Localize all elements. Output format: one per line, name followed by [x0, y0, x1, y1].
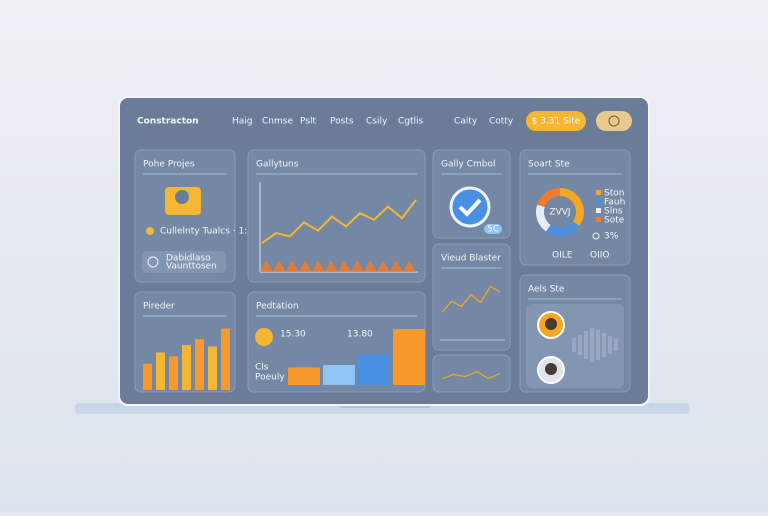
legend-swatch — [596, 217, 601, 222]
profile-icon — [608, 115, 620, 127]
label: Soart Ste — [528, 160, 570, 170]
badge — [484, 224, 502, 234]
line-series — [441, 370, 501, 380]
label: 15.30 — [280, 330, 306, 340]
donut-segment — [537, 188, 561, 208]
avatar-face — [545, 363, 557, 375]
button-label[interactable]: $ 3.31 Site — [532, 117, 581, 127]
label: Fauh — [604, 198, 625, 208]
label: OIIO — [590, 251, 609, 261]
bar — [195, 339, 204, 390]
line-series — [441, 285, 501, 313]
label: Gally Cmbol — [441, 160, 495, 170]
label: 3% — [604, 232, 619, 242]
label: Vaunttosen — [166, 262, 217, 272]
stat-icon — [255, 328, 273, 346]
card — [519, 149, 631, 266]
nav-link[interactable]: Cotty — [489, 117, 514, 127]
label: Pireder — [143, 302, 175, 312]
card — [432, 243, 511, 351]
check — [458, 198, 482, 217]
nav-link[interactable]: Cgtlis — [398, 117, 424, 127]
avatar-face — [545, 318, 557, 330]
bar — [208, 346, 217, 390]
label: Dabidlaso — [166, 254, 211, 264]
nav-link[interactable]: Haig — [232, 117, 253, 127]
donut-segment — [545, 221, 580, 236]
nav-link[interactable]: Caity — [454, 117, 478, 127]
bar — [221, 328, 230, 390]
legend-swatch — [596, 208, 601, 213]
deco-bar — [590, 328, 594, 362]
icon-dot — [175, 190, 189, 204]
status-dot — [146, 227, 154, 235]
label: Ston — [604, 189, 624, 199]
deco-bar — [584, 331, 588, 359]
bar — [169, 356, 178, 390]
profile-button[interactable] — [596, 111, 632, 131]
legend-swatch — [596, 199, 601, 204]
label: Pedtation — [256, 302, 299, 312]
item-icon — [147, 256, 159, 268]
nav-link[interactable]: Pslt — [300, 117, 316, 127]
label: Gallytuns — [256, 160, 299, 170]
label: Slns — [604, 207, 623, 217]
donut-segment — [536, 204, 551, 232]
donut-segment — [559, 188, 584, 227]
button[interactable] — [526, 111, 586, 131]
card — [134, 149, 236, 283]
label: 13.80 — [347, 330, 373, 340]
label: Cullelnty Tualcs · 1:00 20 — [160, 227, 273, 237]
bar — [358, 354, 390, 385]
dashboard: Constracton Haig Cnmse Pslt Posts Csily Cgtlis… — [134, 111, 632, 393]
label: Pohe Projes — [143, 160, 195, 170]
bar — [156, 352, 165, 390]
bar — [143, 363, 152, 390]
bar — [288, 367, 320, 385]
area-wave — [260, 260, 416, 272]
label: Poeuly — [255, 373, 285, 383]
bar — [182, 345, 191, 390]
line-series — [261, 199, 417, 244]
label: Aels Ste — [528, 285, 565, 295]
card — [247, 149, 426, 283]
check-circle — [449, 186, 491, 228]
label: 5C — [487, 225, 499, 235]
pct-icon — [592, 232, 600, 240]
bar — [323, 365, 355, 385]
nav-link[interactable]: Cnmse — [262, 117, 293, 127]
deco-bar — [596, 330, 600, 360]
deco-bar — [614, 339, 618, 351]
label: Constracton — [137, 117, 199, 127]
list-item[interactable] — [142, 251, 226, 273]
deco-bar — [572, 338, 576, 352]
legend-swatch — [596, 190, 601, 195]
deco-bar — [602, 333, 606, 357]
label: Vieud Blaster — [441, 254, 501, 264]
bar — [393, 329, 425, 385]
nav-link[interactable]: Posts — [330, 117, 354, 127]
deco-bar — [578, 335, 582, 355]
nav-link[interactable]: Csily — [366, 117, 388, 127]
label: ZVVJ — [549, 208, 570, 218]
label: OILE — [552, 251, 573, 261]
label: Cls — [255, 363, 269, 373]
label: Sote — [604, 216, 625, 226]
deco-bar — [608, 336, 612, 354]
